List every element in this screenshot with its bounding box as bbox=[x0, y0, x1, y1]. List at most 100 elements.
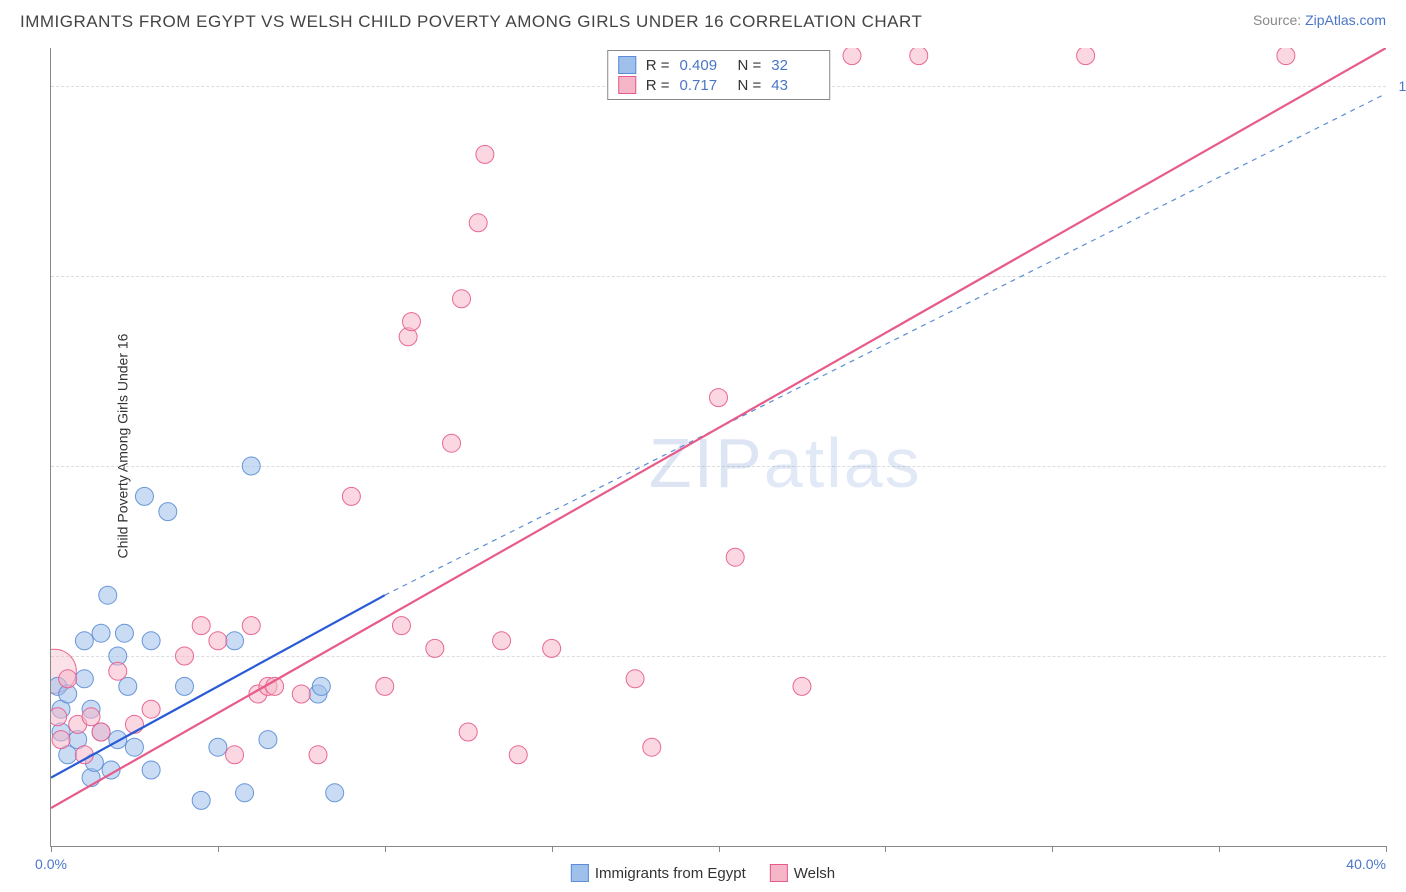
data-point bbox=[643, 738, 661, 756]
x-tick-label: 0.0% bbox=[35, 856, 67, 872]
x-tick bbox=[719, 846, 720, 852]
data-point bbox=[176, 677, 194, 695]
x-tick bbox=[1219, 846, 1220, 852]
chart-title: IMMIGRANTS FROM EGYPT VS WELSH CHILD POV… bbox=[20, 12, 922, 32]
data-point bbox=[1277, 48, 1295, 65]
source-label: Source: bbox=[1253, 12, 1301, 28]
r-value: 0.409 bbox=[680, 57, 728, 74]
legend-stat-row: R = 0.409 N = 32 bbox=[618, 55, 820, 75]
r-label: R = bbox=[646, 57, 670, 74]
data-point bbox=[236, 784, 254, 802]
data-point bbox=[476, 145, 494, 163]
data-point bbox=[326, 784, 344, 802]
y-tick-label: 75.0% bbox=[1391, 268, 1406, 284]
data-point bbox=[402, 313, 420, 331]
data-point bbox=[312, 677, 330, 695]
data-point bbox=[92, 624, 110, 642]
data-point bbox=[292, 685, 310, 703]
x-tick bbox=[552, 846, 553, 852]
chart-header: IMMIGRANTS FROM EGYPT VS WELSH CHILD POV… bbox=[0, 0, 1406, 38]
data-point bbox=[109, 662, 127, 680]
data-point bbox=[226, 746, 244, 764]
legend-series: Immigrants from Egypt Welsh bbox=[571, 864, 835, 882]
data-point bbox=[543, 639, 561, 657]
data-point bbox=[626, 670, 644, 688]
data-point bbox=[192, 791, 210, 809]
x-tick bbox=[51, 846, 52, 852]
legend-label: Immigrants from Egypt bbox=[595, 865, 746, 882]
x-tick-label: 40.0% bbox=[1346, 856, 1386, 872]
data-point bbox=[910, 48, 928, 65]
legend-item: Immigrants from Egypt bbox=[571, 864, 746, 882]
data-point bbox=[82, 708, 100, 726]
legend-swatch bbox=[618, 56, 636, 74]
data-point bbox=[115, 624, 133, 642]
data-point bbox=[843, 48, 861, 65]
n-value: 43 bbox=[771, 77, 819, 94]
data-point bbox=[259, 731, 277, 749]
data-point bbox=[99, 586, 117, 604]
data-point bbox=[1077, 48, 1095, 65]
data-point bbox=[426, 639, 444, 657]
data-point bbox=[376, 677, 394, 695]
data-point bbox=[135, 487, 153, 505]
data-point bbox=[469, 214, 487, 232]
source-link[interactable]: ZipAtlas.com bbox=[1305, 12, 1386, 28]
data-point bbox=[459, 723, 477, 741]
trend-line bbox=[385, 94, 1386, 596]
chart-source: Source: ZipAtlas.com bbox=[1253, 12, 1386, 28]
data-point bbox=[75, 670, 93, 688]
data-point bbox=[209, 738, 227, 756]
data-point bbox=[493, 632, 511, 650]
n-label: N = bbox=[738, 57, 762, 74]
legend-label: Welsh bbox=[794, 865, 835, 882]
data-point bbox=[92, 723, 110, 741]
r-value: 0.717 bbox=[680, 77, 728, 94]
data-point bbox=[192, 617, 210, 635]
x-tick bbox=[1052, 846, 1053, 852]
data-point bbox=[51, 708, 67, 726]
data-point bbox=[125, 715, 143, 733]
data-point bbox=[209, 632, 227, 650]
data-point bbox=[453, 290, 471, 308]
data-point bbox=[119, 677, 137, 695]
data-point bbox=[59, 670, 77, 688]
legend-swatch bbox=[571, 864, 589, 882]
legend-stat-row: R = 0.717 N = 43 bbox=[618, 75, 820, 95]
y-tick-label: 100.0% bbox=[1391, 78, 1406, 94]
legend-swatch bbox=[618, 76, 636, 94]
chart-plot-area: 25.0%50.0%75.0%100.0%0.0%40.0% R =0.409N… bbox=[50, 48, 1386, 847]
data-point bbox=[125, 738, 143, 756]
x-tick bbox=[885, 846, 886, 852]
x-tick bbox=[218, 846, 219, 852]
data-point bbox=[726, 548, 744, 566]
data-point bbox=[142, 632, 160, 650]
y-tick-label: 50.0% bbox=[1391, 458, 1406, 474]
data-point bbox=[509, 746, 527, 764]
data-point bbox=[142, 700, 160, 718]
data-point bbox=[309, 746, 327, 764]
r-label: R = bbox=[646, 77, 670, 94]
data-point bbox=[75, 632, 93, 650]
x-tick bbox=[1386, 846, 1387, 852]
legend-stats: R = 0.409 N = 32 R = 0.717 N = 43 bbox=[607, 50, 831, 100]
data-point bbox=[109, 731, 127, 749]
data-point bbox=[52, 731, 70, 749]
data-point bbox=[242, 457, 260, 475]
data-point bbox=[710, 389, 728, 407]
data-point bbox=[342, 487, 360, 505]
data-point bbox=[392, 617, 410, 635]
data-point bbox=[176, 647, 194, 665]
data-point bbox=[226, 632, 244, 650]
data-point bbox=[793, 677, 811, 695]
legend-item: Welsh bbox=[770, 864, 835, 882]
data-point bbox=[242, 617, 260, 635]
n-label: N = bbox=[738, 77, 762, 94]
data-point bbox=[443, 434, 461, 452]
trend-line bbox=[51, 48, 1386, 808]
y-tick-label: 25.0% bbox=[1391, 648, 1406, 664]
legend-swatch bbox=[770, 864, 788, 882]
data-point bbox=[142, 761, 160, 779]
n-value: 32 bbox=[771, 57, 819, 74]
data-point bbox=[159, 503, 177, 521]
